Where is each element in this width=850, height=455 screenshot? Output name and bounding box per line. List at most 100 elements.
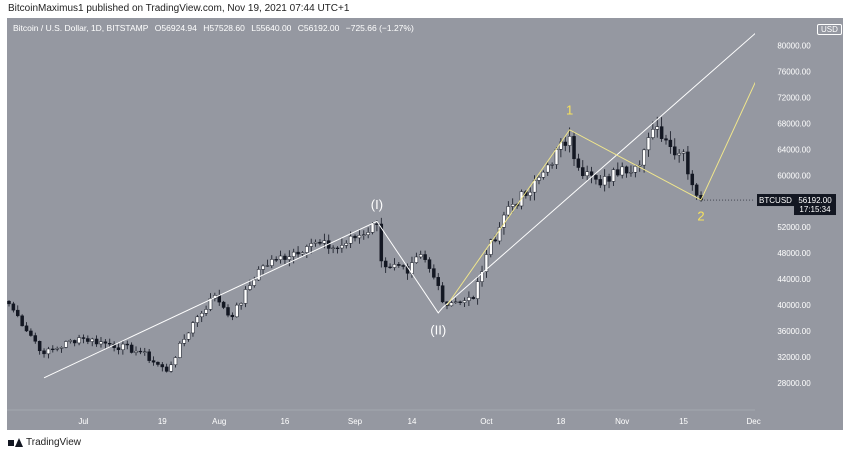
y-tick-label: 36000.00 — [777, 327, 811, 336]
candle-up — [462, 300, 467, 303]
candle-up — [243, 289, 248, 304]
candle-up — [585, 171, 589, 177]
candle-down — [160, 364, 165, 368]
publisher-header: BitcoinMaximus1 published on TradingView… — [8, 3, 350, 14]
candle-down — [129, 344, 134, 353]
white-wave-line[interactable] — [43, 220, 444, 379]
candle-up — [305, 246, 309, 253]
candle-down — [659, 126, 664, 139]
y-tick-label: 32000.00 — [777, 353, 811, 362]
candle-up — [611, 169, 616, 182]
candle-up — [602, 176, 607, 186]
candle-down — [86, 338, 90, 342]
candle-up — [370, 223, 375, 233]
candle-up — [291, 251, 296, 257]
candle-down — [589, 171, 594, 176]
x-tick-label: Oct — [480, 417, 493, 426]
candle-down — [576, 158, 581, 168]
candle-up — [646, 137, 651, 151]
candle-up — [204, 309, 208, 314]
candle-down — [607, 176, 611, 182]
candle-up — [235, 304, 239, 318]
candle-up — [309, 243, 313, 247]
candle-down — [686, 151, 690, 175]
candle-up — [489, 239, 493, 255]
candle-down — [42, 350, 46, 355]
y-tick-label: 76000.00 — [777, 67, 811, 76]
chart-frame[interactable]: 28000.00 32000.00 36000.00 40000.00 44000.00… — [7, 18, 843, 430]
candle-down — [221, 301, 226, 308]
y-tick-label: 68000.00 — [777, 119, 811, 128]
candle-down — [690, 173, 695, 186]
candle-up — [208, 298, 213, 310]
symbol-title: Bitcoin / U.S. Dollar, 1D, BITSTAMP — [13, 23, 149, 33]
candle-up — [239, 303, 243, 306]
candle-up — [637, 164, 642, 167]
candle-up — [554, 149, 559, 165]
currency-badge[interactable]: USD — [817, 24, 842, 35]
candle-down — [7, 300, 11, 305]
candle-down — [563, 141, 568, 146]
candle-down — [156, 361, 160, 365]
candle-up — [68, 340, 73, 342]
candle-up — [467, 297, 471, 301]
candle-up — [270, 259, 274, 266]
candle-up — [545, 164, 550, 173]
candle-up — [567, 136, 572, 146]
candle-down — [594, 175, 598, 180]
candle-up — [195, 316, 200, 323]
yellow-wave-line[interactable] — [446, 20, 784, 306]
wave-label-I: (I) — [371, 197, 383, 212]
price-tag-bg — [794, 194, 836, 216]
candle-down — [668, 139, 673, 147]
candle-up — [340, 245, 344, 249]
candle-up — [46, 348, 51, 355]
close-label: C — [297, 23, 304, 33]
x-tick-label: Dec — [746, 417, 760, 426]
x-tick-label: 15 — [679, 417, 688, 426]
y-tick-label: 64000.00 — [777, 145, 811, 154]
tradingview-logo-icon — [8, 438, 23, 447]
candle-up — [418, 254, 423, 258]
candle-up — [77, 337, 81, 344]
candle-down — [29, 330, 33, 336]
candle-up — [256, 269, 261, 281]
candle-up — [248, 285, 252, 290]
footer-brand[interactable]: TradingView — [8, 437, 81, 448]
candle-down — [103, 341, 108, 344]
candle-up — [392, 264, 397, 268]
candle-down — [375, 223, 379, 225]
candle-down — [624, 166, 629, 174]
candle-up — [629, 172, 633, 174]
candle-down — [51, 348, 55, 351]
candle-up — [331, 247, 335, 249]
candle-down — [226, 307, 230, 316]
candle-up — [655, 126, 659, 130]
candle-up — [59, 347, 64, 349]
candle-down — [436, 277, 440, 286]
candle-up — [541, 171, 546, 178]
ticker-tag: BTCUSD — [759, 196, 792, 205]
candle-up — [348, 235, 353, 244]
candle-up — [322, 240, 327, 244]
candle-down — [471, 297, 476, 299]
candle-down — [664, 138, 668, 141]
candle-up — [454, 301, 458, 303]
candle-up — [528, 191, 532, 196]
candle-up — [64, 341, 68, 348]
candle-down — [37, 341, 42, 352]
wave-label-2: 2 — [697, 209, 704, 224]
candle-up — [357, 235, 362, 239]
candle-down — [107, 343, 112, 345]
candle-down — [296, 251, 300, 255]
x-tick-label: 19 — [158, 417, 167, 426]
candle-up — [681, 151, 686, 154]
candle-up — [186, 332, 191, 340]
x-tick-label: Aug — [212, 417, 226, 426]
price-chart[interactable]: 28000.00 32000.00 36000.00 40000.00 44000.00… — [7, 18, 843, 430]
candle-up — [178, 343, 182, 358]
candle-down — [388, 266, 392, 268]
white-channel-line-line[interactable] — [442, 20, 772, 309]
change-value: −725.66 (−1.27%) — [345, 23, 414, 33]
candle-up — [510, 204, 515, 207]
